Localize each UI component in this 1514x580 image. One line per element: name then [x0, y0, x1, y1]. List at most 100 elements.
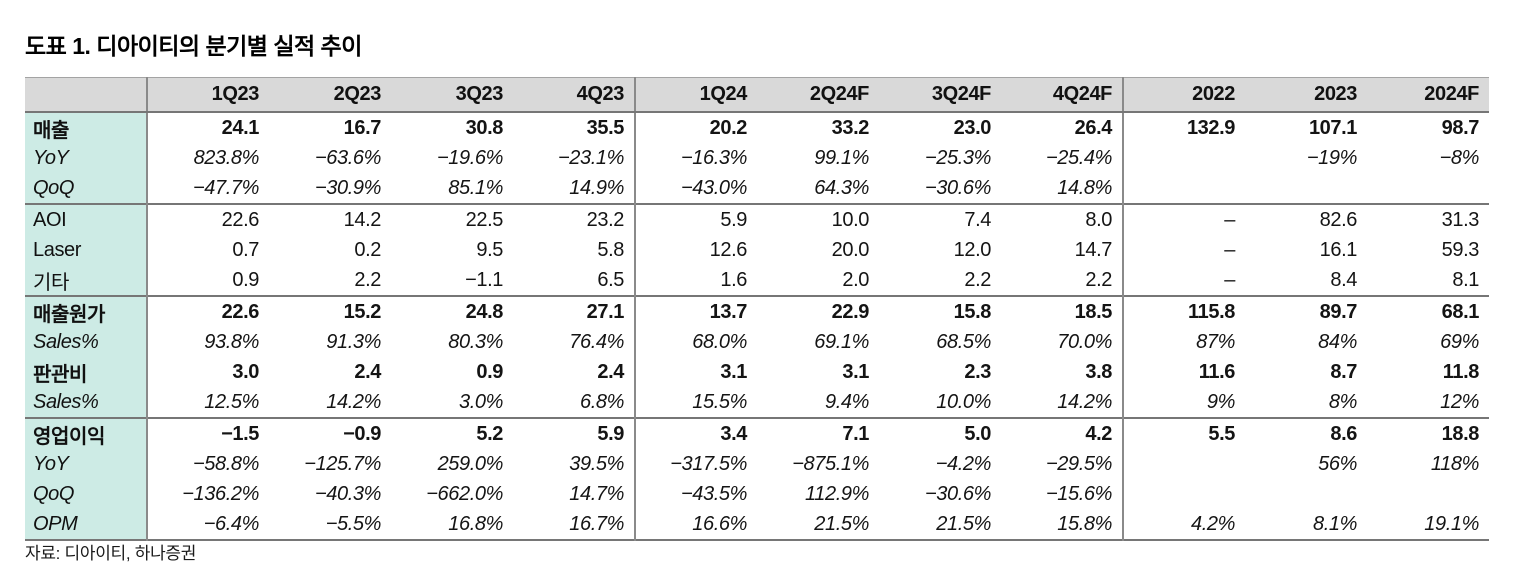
table-cell: 39.5%: [569, 452, 624, 475]
table-cell: 69.1%: [814, 330, 869, 353]
table-cell: 98.7: [1441, 116, 1480, 139]
table-cell: 68.1: [1367, 295, 1489, 327]
table-cell: −317.5%: [634, 449, 757, 479]
column-header: 3Q24F: [879, 77, 1001, 113]
table-row: OPM −6.4% −5.5% 16.8% 16.7% 16.6% 21.5% 21.5% 15…: [25, 509, 1489, 540]
table-cell: –: [1122, 203, 1245, 235]
table-cell: 10.0: [757, 203, 879, 235]
table-cell: 9%: [1122, 387, 1245, 418]
table-cell: 70.0%: [1057, 330, 1112, 353]
table-cell: −25.3%: [925, 146, 991, 169]
table-cell: 19.1%: [1424, 512, 1479, 535]
table-cell: 5.0: [879, 417, 1001, 449]
table-cell: −875.1%: [792, 452, 869, 475]
table-cell: 132.9: [1122, 112, 1245, 143]
column-header: 2022: [1122, 77, 1245, 113]
table-cell: 10.0%: [936, 390, 991, 413]
table-cell: 3.4: [634, 417, 757, 449]
table-cell: 15.2: [269, 295, 391, 327]
table-cell: 5.5: [1122, 417, 1245, 449]
table-cell: 0.9: [476, 360, 503, 383]
table-cell: [1367, 479, 1489, 509]
table-cell: 2.0: [842, 268, 869, 291]
corner-cell: [25, 77, 147, 113]
table-row: 기타 0.9 2.2 −1.1 6.5 1.6 2.0 2.2 2.2–8.4 8.1: [25, 265, 1489, 296]
table-cell: 18.8: [1367, 417, 1489, 449]
table-cell: 12.0: [953, 238, 992, 261]
table-cell: [1122, 449, 1245, 479]
table-cell: 2.4: [597, 360, 624, 383]
table-cell: 14.7: [1074, 238, 1113, 261]
table-cell: 7.4: [879, 203, 1001, 235]
table-cell: 30.8: [465, 116, 504, 139]
table-cell: 823.8%: [146, 143, 269, 173]
row-label: OPM: [25, 509, 147, 540]
table-cell: 5.8: [597, 238, 624, 261]
table-row: 매출 24.1 16.7 30.8 35.5 20.2 33.2 23.0 26.4 132.9 1…: [25, 112, 1489, 143]
table-cell: 31.3: [1367, 203, 1489, 235]
table-cell: 26.4: [1074, 116, 1113, 139]
row-label: Laser: [25, 235, 147, 265]
table-cell: 115.8: [1122, 295, 1245, 327]
table-cell: 24.8: [391, 295, 513, 327]
row-label: AOI: [25, 203, 147, 235]
table-cell: 2.3: [964, 360, 991, 383]
table-cell: 14.9%: [569, 176, 624, 199]
table-cell: 8.6: [1245, 417, 1367, 449]
table-row: 매출원가 22.6 15.2 24.8 27.1 13.7 22.9 15.8 18.5 115.…: [25, 295, 1489, 327]
row-label: 매출: [25, 112, 147, 143]
table-cell: −136.2%: [146, 479, 269, 509]
table-row: YoY 823.8% −63.6% −19.6% −23.1% −16.3% 99.1% −2…: [25, 143, 1489, 173]
table-cell: 56%: [1318, 452, 1357, 475]
table-cell: 89.7: [1245, 295, 1367, 327]
table-row: Laser 0.7 0.2 9.5 5.8 12.6 20.0 12.0 14.7– 16.1 59…: [25, 235, 1489, 265]
table-cell: −662.0%: [426, 482, 503, 505]
table-cell: 80.3%: [448, 330, 503, 353]
table-cell: −25.4%: [1046, 146, 1112, 169]
table-cell: –: [1122, 235, 1245, 265]
table-cell: 15.8%: [1057, 512, 1112, 535]
table-cell: 2.4: [354, 360, 381, 383]
table-cell: 68.5%: [936, 330, 991, 353]
table-cell: [1122, 143, 1245, 173]
table-cell: 8.1: [1452, 268, 1479, 291]
table-cell: 23.0: [953, 116, 992, 139]
column-header: 2Q23: [269, 77, 391, 113]
table-cell: 7.1: [757, 417, 879, 449]
table-cell: −29.5%: [1046, 452, 1112, 475]
table-cell: 20.0: [831, 238, 870, 261]
table-cell: −23.1%: [558, 146, 624, 169]
table-cell: 16.8%: [448, 512, 503, 535]
table-cell: 59.3: [1441, 238, 1480, 261]
table-cell: 6.8%: [580, 390, 624, 413]
table-cell: −58.8%: [146, 449, 269, 479]
table-cell: [1122, 479, 1245, 509]
table-cell: −125.7%: [304, 452, 381, 475]
column-header: 2023: [1245, 77, 1367, 113]
table-cell: 91.3%: [326, 330, 381, 353]
table-cell: 16.1: [1319, 238, 1358, 261]
table-cell: 118%: [1430, 452, 1479, 475]
table-cell: 1.6: [634, 265, 757, 296]
column-header: 3Q23: [391, 77, 513, 113]
table-cell: 23.2: [513, 203, 635, 235]
table-cell: 84%: [1318, 330, 1357, 353]
table-cell: 11.8: [1442, 360, 1480, 383]
table-cell: 3.0: [146, 357, 269, 387]
table-cell: −16.3%: [634, 143, 757, 173]
row-label: 판관비: [25, 357, 147, 387]
table-cell: 20.2: [634, 112, 757, 143]
column-header: 4Q23: [513, 77, 635, 113]
table-cell: 6.5: [597, 268, 624, 291]
table-cell: 8.1%: [1313, 512, 1357, 535]
table-cell: 8.4: [1330, 268, 1357, 291]
table-cell: 5.9: [634, 203, 757, 235]
table-cell: 3.8: [1085, 360, 1112, 383]
column-header: 1Q23: [146, 77, 269, 113]
table-cell: 22.9: [757, 295, 879, 327]
table-cell: [1245, 479, 1367, 509]
table-cell: 9.5: [476, 238, 503, 261]
table-cell: 21.5%: [814, 512, 869, 535]
table-cell: 18.5: [1001, 295, 1123, 327]
